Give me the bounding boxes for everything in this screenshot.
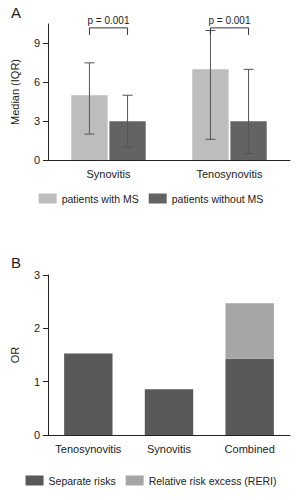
svg-text:Median (IQR): Median (IQR) xyxy=(9,59,21,125)
svg-text:0: 0 xyxy=(34,154,40,166)
svg-text:B: B xyxy=(11,254,21,271)
svg-text:1: 1 xyxy=(34,376,40,388)
svg-text:Synovitis: Synovitis xyxy=(86,168,131,180)
svg-text:Separate risks: Separate risks xyxy=(49,475,116,487)
svg-text:Relative risk excess (RERI): Relative risk excess (RERI) xyxy=(149,475,277,487)
svg-text:6: 6 xyxy=(34,76,40,88)
svg-text:p = 0.001: p = 0.001 xyxy=(88,15,130,26)
svg-text:9: 9 xyxy=(34,37,40,49)
svg-text:patients with MS: patients with MS xyxy=(62,193,139,205)
svg-text:0: 0 xyxy=(34,429,40,441)
svg-text:3: 3 xyxy=(34,115,40,127)
svg-text:patients without MS: patients without MS xyxy=(172,193,264,205)
svg-text:Tenosynovitis: Tenosynovitis xyxy=(196,168,263,180)
svg-text:p = 0.001: p = 0.001 xyxy=(209,15,251,26)
svg-text:2: 2 xyxy=(34,322,40,334)
svg-text:Combined: Combined xyxy=(225,443,275,455)
svg-text:Synovitis: Synovitis xyxy=(147,443,192,455)
svg-text:A: A xyxy=(11,4,21,21)
svg-text:3: 3 xyxy=(34,269,40,281)
svg-text:OR: OR xyxy=(9,347,21,364)
svg-text:Tenosynovitis: Tenosynovitis xyxy=(55,443,122,455)
